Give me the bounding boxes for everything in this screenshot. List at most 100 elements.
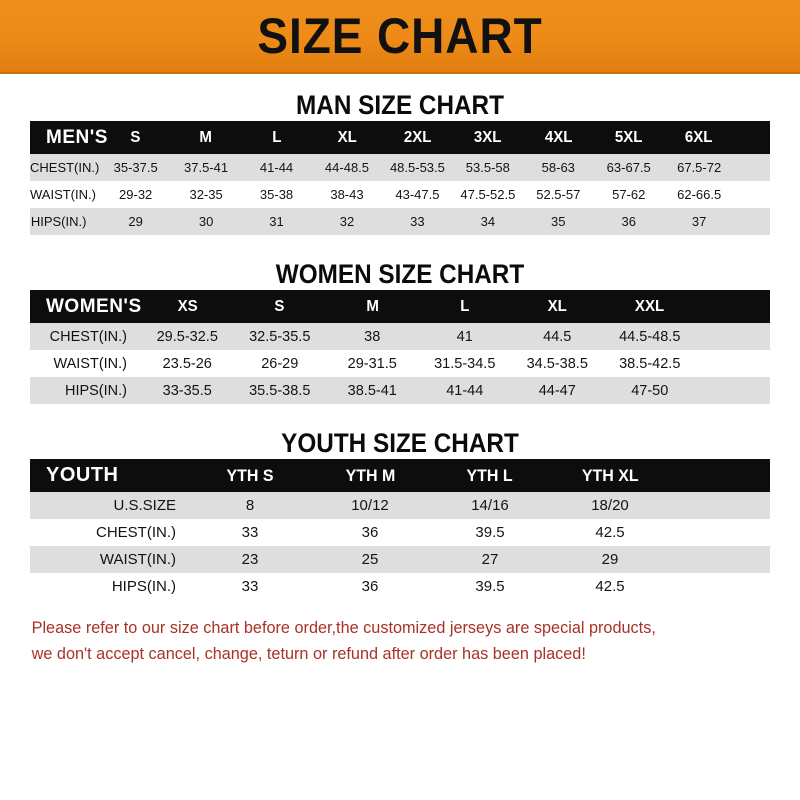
women-table-wrap: WOMEN'S XS S M L XL XXL CHEST(IN.) 29.5-32.5 32.…	[0, 290, 800, 404]
women-cell-filler	[696, 323, 770, 350]
men-size-header-0: S	[100, 121, 171, 154]
women-size-label: XXL	[635, 297, 665, 315]
women-cell: 35.5-38.5	[233, 377, 326, 404]
women-cell: 38.5-42.5	[603, 350, 696, 377]
men-size-label: M	[199, 128, 213, 146]
women-header-filler	[696, 290, 770, 323]
men-cell: 43-47.5	[382, 181, 453, 208]
women-section-title: WOMEN SIZE CHART	[275, 259, 525, 289]
women-size-table: WOMEN'S XS S M L XL XXL CHEST(IN.) 29.5-32.5 32.…	[30, 290, 770, 404]
women-cell: 31.5-34.5	[418, 350, 511, 377]
men-size-label: 5XL	[614, 128, 643, 146]
youth-cell: 23	[190, 546, 310, 573]
women-size-header-3: L	[418, 290, 511, 323]
men-cell: 48.5-53.5	[382, 154, 453, 181]
youth-cell-filler	[670, 573, 770, 600]
table-row: HIPS(IN.) 33-35.5 35.5-38.5 38.5-41 41-44 44-…	[30, 377, 770, 404]
women-table-head: WOMEN'S XS S M L XL XXL	[30, 290, 770, 323]
men-row-label: HIPS(IN.)	[30, 208, 101, 235]
disclaimer-line-1: Please refer to our size chart before or…	[31, 619, 656, 637]
women-size-header-0: XS	[141, 290, 234, 323]
men-cell-filler	[734, 208, 770, 235]
men-size-header-8: 6XL	[663, 121, 735, 154]
women-size-label: M	[365, 297, 379, 315]
youth-table-wrap: YOUTH YTH S YTH M YTH L YTH XL U.S.SIZE 8 10/1…	[0, 459, 800, 600]
women-cell: 26-29	[233, 350, 326, 377]
women-cell: 47-50	[603, 377, 696, 404]
table-row: CHEST(IN.) 29.5-32.5 32.5-35.5 38 41 44.5 44.5…	[30, 323, 770, 350]
men-cell: 29-32	[100, 181, 171, 208]
women-cell-filler	[696, 350, 770, 377]
women-size-label: XS	[177, 297, 198, 315]
men-size-label: 6XL	[685, 128, 713, 146]
table-row: HIPS(IN.) 33 36 39.5 42.5	[30, 573, 770, 600]
men-cell: 35-38	[241, 181, 312, 208]
youth-cell: 27	[430, 546, 550, 573]
youth-size-label: YTH S	[226, 465, 274, 485]
man-table-body: CHEST(IN.) 35-37.5 37.5-41 41-44 44-48.5 48.5…	[30, 154, 770, 235]
youth-cell-filler	[670, 546, 770, 573]
men-cell: 31	[241, 208, 312, 235]
table-row: CHEST(IN.) 35-37.5 37.5-41 41-44 44-48.5 48.5…	[30, 154, 770, 181]
women-row-label: CHEST(IN.)	[30, 323, 141, 350]
women-cell: 41	[418, 323, 511, 350]
youth-row-label: CHEST(IN.)	[30, 519, 190, 546]
men-row-header-label: MEN'S	[30, 121, 107, 154]
youth-cell: 39.5	[430, 519, 550, 546]
women-table-body: CHEST(IN.) 29.5-32.5 32.5-35.5 38 41 44.5 44.5…	[30, 323, 770, 404]
youth-table-head: YOUTH YTH S YTH M YTH L YTH XL	[30, 459, 770, 492]
men-cell: 57-62	[593, 181, 664, 208]
women-cell: 23.5-26	[141, 350, 234, 377]
man-section-title: MAN SIZE CHART	[296, 90, 504, 120]
youth-size-header-0: YTH S	[190, 459, 310, 492]
youth-size-header-2: YTH L	[430, 459, 550, 492]
youth-cell: 14/16	[430, 492, 550, 519]
men-size-label: 2XL	[403, 128, 432, 146]
youth-cell: 36	[310, 573, 430, 600]
men-cell: 52.5-57	[523, 181, 594, 208]
men-cell: 67.5-72	[663, 154, 735, 181]
youth-cell: 18/20	[550, 492, 670, 519]
youth-size-header-3: YTH XL	[550, 459, 670, 492]
women-row-label: HIPS(IN.)	[30, 377, 141, 404]
women-size-label: S	[274, 297, 285, 315]
men-header-filler	[734, 121, 770, 154]
women-size-label: XL	[547, 297, 567, 315]
youth-cell: 33	[190, 519, 310, 546]
youth-cell: 36	[310, 519, 430, 546]
men-cell: 35-37.5	[100, 154, 171, 181]
men-cell-filler	[734, 154, 770, 181]
youth-cell: 42.5	[550, 519, 670, 546]
youth-section-title: YOUTH SIZE CHART	[281, 428, 519, 458]
youth-cell: 8	[190, 492, 310, 519]
table-row: HIPS(IN.) 29 30 31 32 33 34 35 36 37	[30, 208, 770, 235]
disclaimer-line-2: we don't accept cancel, change, teturn o…	[31, 644, 586, 663]
youth-size-label: YTH L	[466, 465, 514, 485]
youth-cell: 29	[550, 546, 670, 573]
man-size-table: MEN'S S M L XL 2XL 3XL 4XL 5XL 6XL CHEST(IN.) 35-3…	[30, 121, 770, 235]
women-cell: 38.5-41	[326, 377, 419, 404]
youth-cell: 42.5	[550, 573, 670, 600]
men-size-label: 3XL	[474, 128, 502, 146]
men-cell: 41-44	[241, 154, 312, 181]
youth-header-row: YOUTH YTH S YTH M YTH L YTH XL	[30, 459, 770, 492]
disclaimer: Please refer to our size chart before or…	[6, 616, 794, 667]
women-cell: 41-44	[418, 377, 511, 404]
youth-table-body: U.S.SIZE 8 10/12 14/16 18/20 CHEST(IN.) 33 36 39…	[30, 492, 770, 600]
youth-cell: 33	[190, 573, 310, 600]
table-row: WAIST(IN.) 23.5-26 26-29 29-31.5 31.5-34.5 34…	[30, 350, 770, 377]
women-size-header-4: XL	[511, 290, 604, 323]
men-size-header-1: M	[170, 121, 242, 154]
men-size-header-4: 2XL	[382, 121, 453, 154]
youth-cell-filler	[670, 492, 770, 519]
men-cell: 32	[311, 208, 383, 235]
men-cell: 30	[170, 208, 242, 235]
men-cell: 29	[100, 208, 171, 235]
men-size-label: XL	[337, 128, 357, 146]
women-cell: 29-31.5	[326, 350, 419, 377]
youth-header-filler	[670, 459, 770, 492]
youth-cell-filler	[670, 519, 770, 546]
women-size-label: L	[460, 297, 470, 315]
men-cell: 37.5-41	[170, 154, 242, 181]
